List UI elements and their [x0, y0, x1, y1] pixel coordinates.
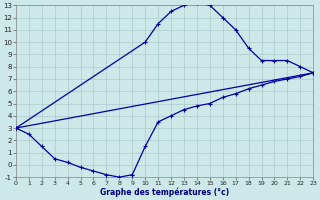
X-axis label: Graphe des températures (°c): Graphe des températures (°c) [100, 188, 229, 197]
